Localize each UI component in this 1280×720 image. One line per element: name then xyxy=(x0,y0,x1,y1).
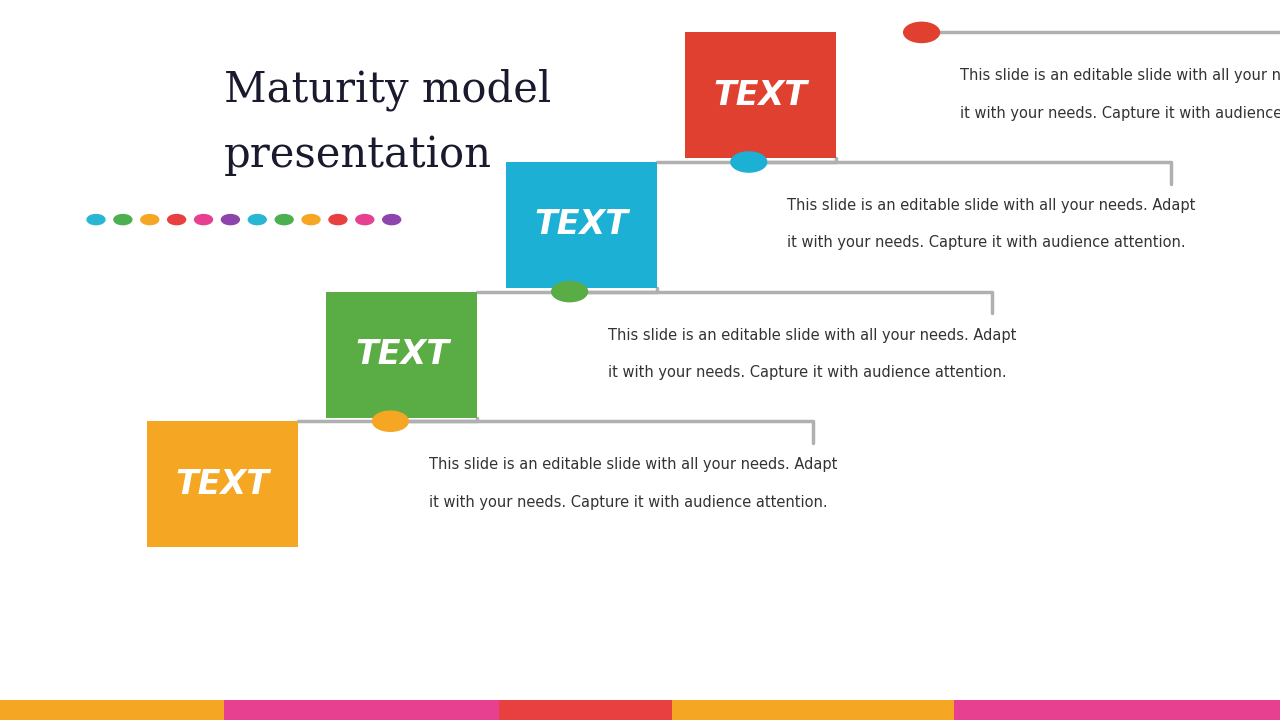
Circle shape xyxy=(195,215,212,225)
FancyBboxPatch shape xyxy=(147,421,298,547)
Circle shape xyxy=(356,215,374,225)
Circle shape xyxy=(552,282,588,302)
Circle shape xyxy=(731,152,767,172)
Circle shape xyxy=(87,215,105,225)
Text: TEXT: TEXT xyxy=(355,338,449,371)
FancyBboxPatch shape xyxy=(326,292,477,418)
Bar xyxy=(0,700,224,720)
Circle shape xyxy=(114,215,132,225)
Circle shape xyxy=(904,22,940,42)
FancyBboxPatch shape xyxy=(685,32,836,158)
Bar xyxy=(672,700,954,720)
Circle shape xyxy=(221,215,239,225)
Circle shape xyxy=(383,215,401,225)
Text: This slide is an editable slide with all your needs. Adapt: This slide is an editable slide with all… xyxy=(787,198,1196,213)
Text: presentation: presentation xyxy=(224,134,492,176)
Circle shape xyxy=(275,215,293,225)
Text: it with your needs. Capture it with audience attention.: it with your needs. Capture it with audi… xyxy=(429,495,827,510)
Bar xyxy=(499,700,672,720)
Text: TEXT: TEXT xyxy=(713,79,808,112)
Text: This slide is an editable slide with all your needs. Adapt: This slide is an editable slide with all… xyxy=(608,328,1016,343)
Circle shape xyxy=(329,215,347,225)
Circle shape xyxy=(302,215,320,225)
Circle shape xyxy=(141,215,159,225)
Bar xyxy=(954,700,1280,720)
Text: This slide is an editable slide with all your needs. Adapt: This slide is an editable slide with all… xyxy=(960,68,1280,84)
Text: TEXT: TEXT xyxy=(175,468,270,500)
Text: it with your needs. Capture it with audience attention.: it with your needs. Capture it with audi… xyxy=(787,235,1185,251)
FancyBboxPatch shape xyxy=(506,162,657,288)
Circle shape xyxy=(168,215,186,225)
Text: Maturity model: Maturity model xyxy=(224,68,552,112)
Text: it with your needs. Capture it with audience attention.: it with your needs. Capture it with audi… xyxy=(608,365,1006,380)
Bar xyxy=(224,700,499,720)
Circle shape xyxy=(372,411,408,431)
Text: TEXT: TEXT xyxy=(534,209,628,241)
Circle shape xyxy=(248,215,266,225)
Text: This slide is an editable slide with all your needs. Adapt: This slide is an editable slide with all… xyxy=(429,457,837,472)
Text: it with your needs. Capture it with audience attention.: it with your needs. Capture it with audi… xyxy=(960,106,1280,121)
